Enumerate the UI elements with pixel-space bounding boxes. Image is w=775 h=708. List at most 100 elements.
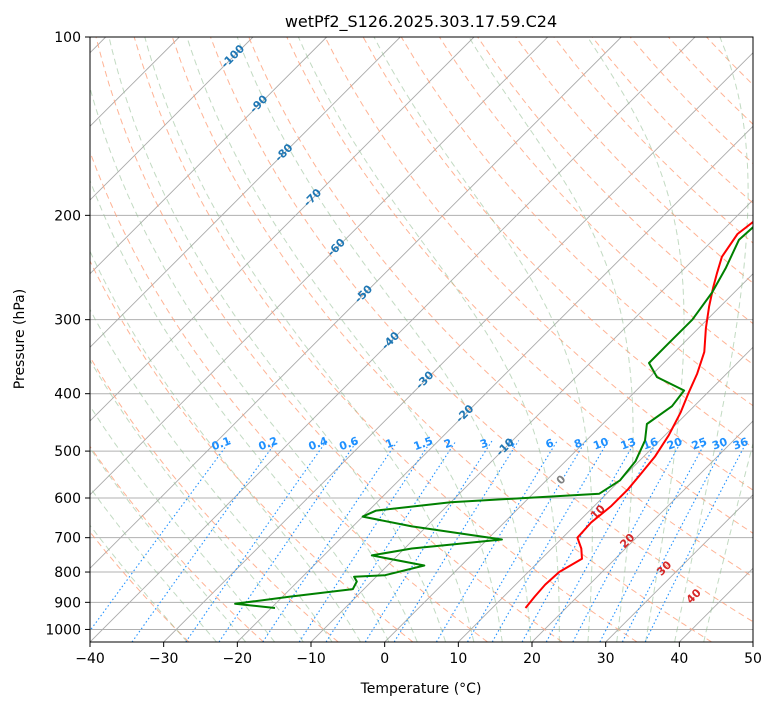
mixing-ratio-label: 2 xyxy=(442,436,454,451)
mixing-ratio-label: 3 xyxy=(478,436,490,451)
isotherm-line xyxy=(90,37,401,348)
y-axis: 100 200 300 400 500 600 700 800 900 1000 xyxy=(45,30,90,638)
isotherm-line xyxy=(90,37,475,422)
y-tick-label: 300 xyxy=(54,313,81,329)
moist-adiabat-label: 20 xyxy=(617,531,637,551)
moist-adiabat-line xyxy=(90,179,390,642)
mixing-ratio-label: 20 xyxy=(665,435,684,453)
dry-adiabat-label: -20 xyxy=(453,402,476,425)
moist-adiabat-line xyxy=(186,37,503,642)
isotherm-line xyxy=(457,346,753,642)
mixing-ratio-line xyxy=(599,440,707,642)
x-axis-label: Temperature (°C) xyxy=(360,681,482,697)
moist-adiabat-line xyxy=(297,37,560,642)
isotherm-line xyxy=(90,37,254,201)
dewpoint-series-line xyxy=(234,225,753,609)
isotherm-line xyxy=(384,273,753,642)
isotherm-line xyxy=(90,37,622,569)
isotherm-line xyxy=(90,37,328,275)
dry-adiabat-line xyxy=(286,37,753,534)
mixing-ratio-label: 10 xyxy=(591,435,610,453)
background-lines xyxy=(90,37,753,642)
dry-adiabat-line xyxy=(90,150,488,642)
isotherm-line xyxy=(163,52,753,642)
mixing-ratio-label: 1 xyxy=(384,436,396,451)
x-tick-label: 40 xyxy=(670,651,688,667)
moist-adiabat-line xyxy=(108,37,447,642)
profile-series xyxy=(234,220,753,609)
x-tick-label: 0 xyxy=(380,651,389,667)
x-tick-label: 50 xyxy=(744,651,762,667)
dry-adiabat-line xyxy=(90,445,264,642)
mixing-ratio-label: 0.6 xyxy=(338,434,361,453)
moist-adiabat-line xyxy=(468,37,634,642)
mixing-ratio-label: 30 xyxy=(710,435,729,453)
dry-adiabat-label: -10 xyxy=(494,435,517,458)
moist-adiabat-line xyxy=(90,308,333,642)
isotherm-line xyxy=(752,641,753,642)
y-tick-label: 800 xyxy=(54,565,81,581)
dry-adiabat-label: -30 xyxy=(413,368,436,391)
mixing-ratio-label: 4 xyxy=(505,436,517,451)
mixing-ratio-label: 1.5 xyxy=(412,434,435,453)
mixing-ratio-label: 36 xyxy=(731,435,750,453)
moist-adiabat-label: 30 xyxy=(654,558,674,578)
dry-adiabat-label: -100 xyxy=(219,42,248,71)
dry-adiabat-line xyxy=(248,37,753,578)
mixing-ratio-label: 0.1 xyxy=(210,434,233,453)
mixing-ratio-line xyxy=(435,440,558,642)
dry-adiabat-line xyxy=(515,37,753,284)
x-tick-label: −20 xyxy=(223,651,253,667)
dry-adiabat-line xyxy=(210,37,753,623)
isopleth-labels: 0.1 0.2 0.4 0.6 1 1.5 2 3 4 6 8 10 13 16 20 25 30 36-100-… xyxy=(210,42,751,606)
mixing-ratio-label: 25 xyxy=(690,435,709,452)
mixing-ratio-label: 6 xyxy=(544,436,556,451)
moist-adiabat-line xyxy=(144,37,475,642)
mixing-ratio-line xyxy=(644,440,748,642)
chart-title: wetPf2_S126.2025.303.17.59.C24 xyxy=(285,12,557,32)
mixing-ratio-line xyxy=(131,440,278,642)
moist-adiabat-line xyxy=(674,37,749,642)
mixing-ratio-line xyxy=(467,440,587,642)
moist-adiabat-line xyxy=(90,486,217,642)
dry-adiabat-label: -90 xyxy=(247,92,270,115)
moist-adiabat-label: 0 xyxy=(554,472,569,487)
mixing-ratio-label: 0.2 xyxy=(257,434,280,453)
mixing-ratio-line xyxy=(262,440,399,642)
mixing-ratio-line xyxy=(364,440,493,642)
dry-adiabat-line xyxy=(324,37,753,491)
x-tick-label: −10 xyxy=(296,651,326,667)
y-tick-label: 200 xyxy=(54,208,81,224)
mixing-ratio-line xyxy=(491,440,609,642)
moist-adiabat-line xyxy=(90,447,247,642)
y-tick-label: 600 xyxy=(54,491,81,507)
moist-adiabat-line xyxy=(90,524,188,642)
temperature-series-line xyxy=(524,220,753,609)
mixing-ratio-line xyxy=(521,440,637,642)
mixing-ratio-label: 13 xyxy=(619,435,638,452)
dry-adiabat-label: -40 xyxy=(379,329,402,352)
y-tick-label: 400 xyxy=(54,387,81,403)
y-tick-label: 1000 xyxy=(45,622,81,638)
x-tick-label: −30 xyxy=(149,651,179,667)
dry-adiabat-label: -60 xyxy=(325,236,348,259)
moist-adiabat-line xyxy=(90,405,276,642)
mixing-ratio-label: 0.4 xyxy=(307,434,330,453)
x-tick-label: 10 xyxy=(449,651,467,667)
moist-adiabat-line xyxy=(90,86,418,642)
dry-adiabat-line xyxy=(95,37,563,642)
dry-adiabat-line xyxy=(90,259,414,642)
y-tick-label: 900 xyxy=(54,595,81,611)
moist-adiabat-line xyxy=(703,441,753,642)
dry-adiabat-line xyxy=(668,37,753,125)
dry-adiabat-line xyxy=(553,37,753,244)
moist-adiabat-line xyxy=(373,37,593,642)
mixing-ratio-line xyxy=(90,440,231,632)
dry-adiabat-line xyxy=(90,531,190,642)
y-tick-label: 700 xyxy=(54,531,81,547)
mixing-ratio-line xyxy=(298,440,432,642)
dry-adiabat-line xyxy=(706,37,753,86)
mixing-ratio-line xyxy=(393,440,520,642)
isotherm-line xyxy=(236,125,753,642)
dry-adiabat-line xyxy=(90,356,339,642)
